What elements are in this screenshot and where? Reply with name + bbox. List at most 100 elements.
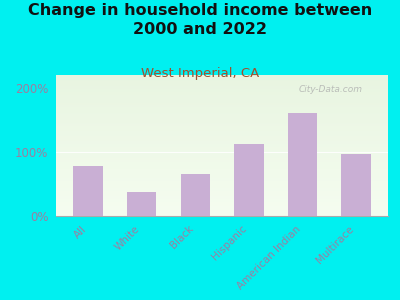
- Bar: [56, 160, 388, 161]
- Bar: [56, 164, 388, 165]
- Bar: [56, 107, 388, 109]
- Bar: [56, 78, 388, 79]
- Bar: [56, 122, 388, 123]
- Bar: [56, 112, 388, 113]
- Bar: [56, 152, 388, 154]
- Bar: [56, 99, 388, 100]
- Bar: [56, 148, 388, 150]
- Bar: [56, 184, 388, 185]
- Bar: [56, 175, 388, 176]
- Bar: [56, 76, 388, 78]
- Bar: [56, 141, 388, 143]
- Bar: [56, 89, 388, 91]
- Bar: [56, 213, 388, 214]
- Bar: [56, 91, 388, 92]
- Bar: [56, 117, 388, 119]
- Bar: [56, 186, 388, 188]
- Bar: [56, 199, 388, 200]
- Bar: [56, 82, 388, 83]
- Bar: [180, 174, 210, 216]
- Bar: [56, 185, 388, 186]
- Bar: [56, 119, 388, 120]
- Bar: [56, 134, 388, 136]
- Bar: [56, 110, 388, 112]
- Bar: [56, 120, 388, 122]
- Bar: [56, 144, 388, 146]
- Bar: [56, 154, 388, 155]
- Bar: [56, 116, 388, 117]
- Bar: [56, 210, 388, 212]
- Bar: [56, 157, 388, 158]
- Bar: [56, 189, 388, 190]
- Bar: [74, 166, 103, 216]
- Bar: [56, 168, 388, 170]
- Bar: [56, 194, 388, 195]
- Bar: [56, 100, 388, 102]
- Bar: [56, 162, 388, 164]
- Bar: [56, 138, 388, 140]
- Bar: [56, 106, 388, 107]
- Bar: [341, 154, 370, 216]
- Bar: [56, 182, 388, 184]
- Bar: [56, 131, 388, 133]
- Bar: [234, 144, 264, 216]
- Bar: [56, 200, 388, 202]
- Bar: [56, 214, 388, 216]
- Text: Change in household income between
2000 and 2022: Change in household income between 2000 …: [28, 3, 372, 37]
- Bar: [56, 181, 388, 182]
- Bar: [56, 81, 388, 82]
- Bar: [56, 209, 388, 210]
- Bar: [56, 136, 388, 137]
- Bar: [56, 95, 388, 96]
- Bar: [56, 75, 388, 76]
- Bar: [56, 165, 388, 166]
- Bar: [56, 206, 388, 208]
- Bar: [56, 196, 388, 198]
- Bar: [56, 85, 388, 86]
- Bar: [56, 150, 388, 151]
- Bar: [56, 109, 388, 110]
- Bar: [56, 137, 388, 138]
- Bar: [56, 86, 388, 88]
- Bar: [56, 179, 388, 181]
- Bar: [288, 113, 317, 216]
- Bar: [56, 83, 388, 85]
- Bar: [56, 161, 388, 162]
- Bar: [56, 113, 388, 115]
- Bar: [56, 188, 388, 189]
- Bar: [56, 205, 388, 206]
- Text: City-Data.com: City-Data.com: [298, 85, 362, 94]
- Bar: [56, 190, 388, 192]
- Bar: [56, 146, 388, 147]
- Bar: [56, 98, 388, 99]
- Bar: [56, 143, 388, 144]
- Bar: [56, 105, 388, 106]
- Bar: [56, 155, 388, 157]
- Bar: [56, 167, 388, 168]
- Bar: [56, 171, 388, 172]
- Bar: [56, 123, 388, 124]
- Bar: [56, 115, 388, 116]
- Bar: [56, 133, 388, 134]
- Bar: [56, 158, 388, 160]
- Bar: [56, 203, 388, 205]
- Bar: [56, 169, 388, 171]
- Bar: [56, 130, 388, 131]
- Bar: [56, 208, 388, 209]
- Bar: [56, 93, 388, 95]
- Bar: [56, 176, 388, 178]
- Bar: [56, 102, 388, 103]
- Bar: [56, 92, 388, 93]
- Bar: [56, 212, 388, 213]
- Text: West Imperial, CA: West Imperial, CA: [141, 68, 259, 80]
- Bar: [56, 151, 388, 152]
- Bar: [127, 192, 156, 216]
- Bar: [56, 79, 388, 81]
- Bar: [56, 147, 388, 148]
- Bar: [56, 129, 388, 130]
- Bar: [56, 103, 388, 105]
- Bar: [56, 202, 388, 203]
- Bar: [56, 172, 388, 174]
- Bar: [56, 124, 388, 126]
- Bar: [56, 96, 388, 98]
